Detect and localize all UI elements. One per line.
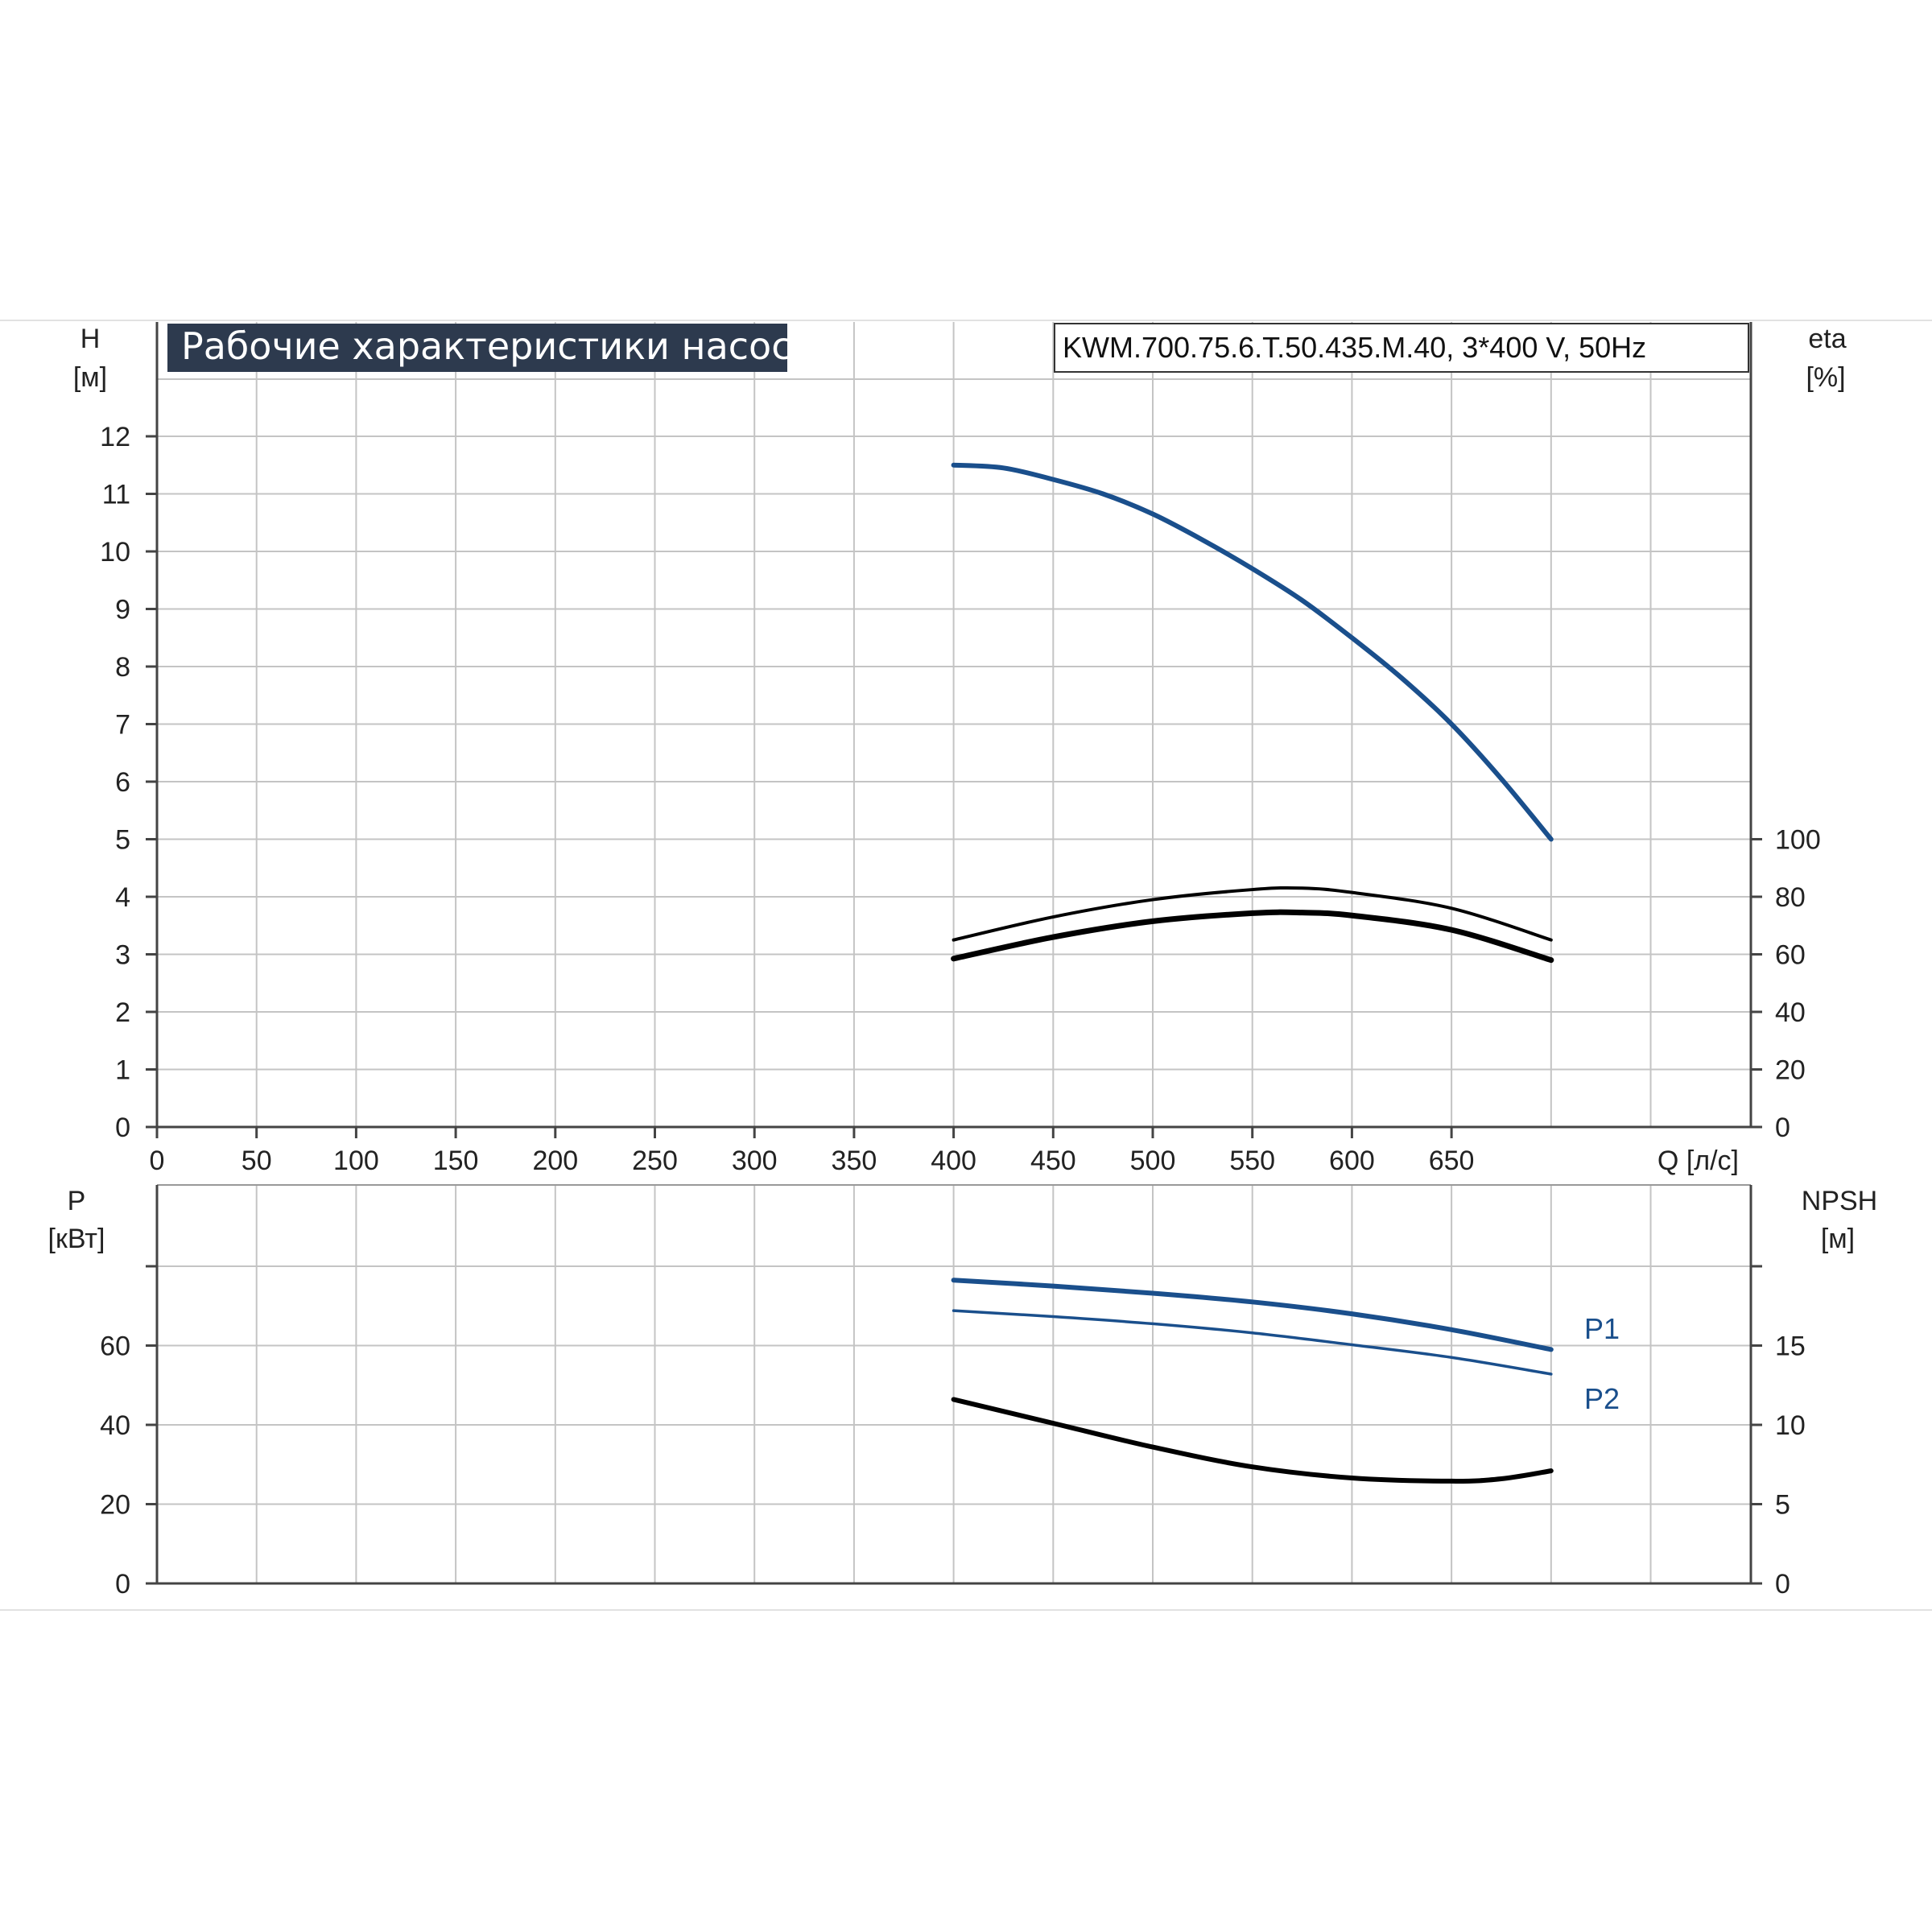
x-tick-label: 500 <box>1130 1146 1176 1176</box>
bottom-right-tick-label: 5 <box>1775 1490 1790 1521</box>
top-left-axis-unit: [м] <box>73 362 107 393</box>
x-tick-label: 0 <box>150 1146 165 1176</box>
grid-layer <box>0 320 1932 1611</box>
x-tick-label: 200 <box>532 1146 578 1176</box>
top-left-tick-label: 10 <box>100 537 130 568</box>
bottom-right-tick-label: 15 <box>1775 1331 1806 1362</box>
top-right-axis-title: eta <box>1808 324 1846 354</box>
bottom-left-tick-label: 40 <box>100 1410 130 1441</box>
top-right-tick-label: 20 <box>1775 1055 1806 1086</box>
x-tick-label: 300 <box>732 1146 778 1176</box>
bottom-right-axis-unit: [м] <box>1821 1224 1855 1254</box>
top-left-tick-label: 4 <box>115 882 130 913</box>
top-right-tick-label: 0 <box>1775 1113 1790 1143</box>
chart-title-box <box>167 324 787 372</box>
model-subtitle: KWM.700.75.6.T.50.435.M.40, 3*400 V, 50H… <box>1063 331 1646 364</box>
top-left-tick-label: 0 <box>115 1113 130 1143</box>
x-tick-label: 100 <box>333 1146 379 1176</box>
top-right-axis-unit: [%] <box>1806 362 1845 393</box>
p2-series-label: P2 <box>1584 1382 1620 1415</box>
bottom-left-tick-label: 60 <box>100 1331 130 1362</box>
bottom-left-axis-unit: [кВт] <box>48 1224 105 1254</box>
x-tick-label: 250 <box>632 1146 678 1176</box>
top-right-tick-label: 100 <box>1775 825 1821 856</box>
top-left-tick-label: 8 <box>115 652 130 683</box>
bottom-left-tick-label: 20 <box>100 1490 130 1521</box>
x-tick-label: 350 <box>832 1146 877 1176</box>
top-left-tick-label: 5 <box>115 825 130 856</box>
x-tick-label: 150 <box>433 1146 479 1176</box>
top-right-tick-label: 40 <box>1775 997 1806 1028</box>
x-tick-label: 550 <box>1229 1146 1275 1176</box>
top-left-tick-label: 9 <box>115 595 130 625</box>
p1-series-label: P1 <box>1584 1312 1620 1345</box>
npsh-curve <box>951 1397 1554 1484</box>
top-left-tick-label: 11 <box>102 480 130 510</box>
bottom-right-tick-label: 10 <box>1775 1410 1806 1441</box>
head-curve <box>951 462 1554 842</box>
axes-layer <box>146 322 1762 1585</box>
efficiency-curve-upper <box>952 886 1553 942</box>
top-left-tick-label: 7 <box>115 710 130 741</box>
x-axis-label: Q [л/с] <box>1657 1146 1739 1176</box>
top-right-tick-label: 80 <box>1775 882 1806 913</box>
p2-curve <box>952 1309 1553 1376</box>
p1-curve <box>951 1278 1554 1352</box>
top-left-axis-title: H <box>80 324 101 354</box>
top-right-tick-label: 60 <box>1775 940 1806 971</box>
model-box <box>1054 323 1749 373</box>
efficiency-curve-lower <box>951 909 1554 964</box>
series-layer <box>951 462 1554 1484</box>
top-left-tick-label: 3 <box>115 940 130 971</box>
bottom-right-tick-label: 0 <box>1775 1569 1790 1600</box>
x-tick-label: 600 <box>1329 1146 1375 1176</box>
bottom-left-tick-label: 0 <box>115 1569 130 1600</box>
top-left-tick-label: 1 <box>115 1055 130 1086</box>
x-tick-label: 50 <box>242 1146 272 1176</box>
chart-title: Рабочие характеристики насоса <box>181 324 815 368</box>
top-left-tick-label: 6 <box>115 767 130 798</box>
x-tick-label: 650 <box>1429 1146 1475 1176</box>
top-left-tick-label: 12 <box>100 422 130 452</box>
bottom-left-axis-title: P <box>68 1186 86 1216</box>
x-tick-label: 450 <box>1030 1146 1076 1176</box>
x-tick-label: 400 <box>931 1146 976 1176</box>
bottom-right-axis-title: NPSH <box>1802 1186 1877 1216</box>
top-left-tick-label: 2 <box>115 997 130 1028</box>
